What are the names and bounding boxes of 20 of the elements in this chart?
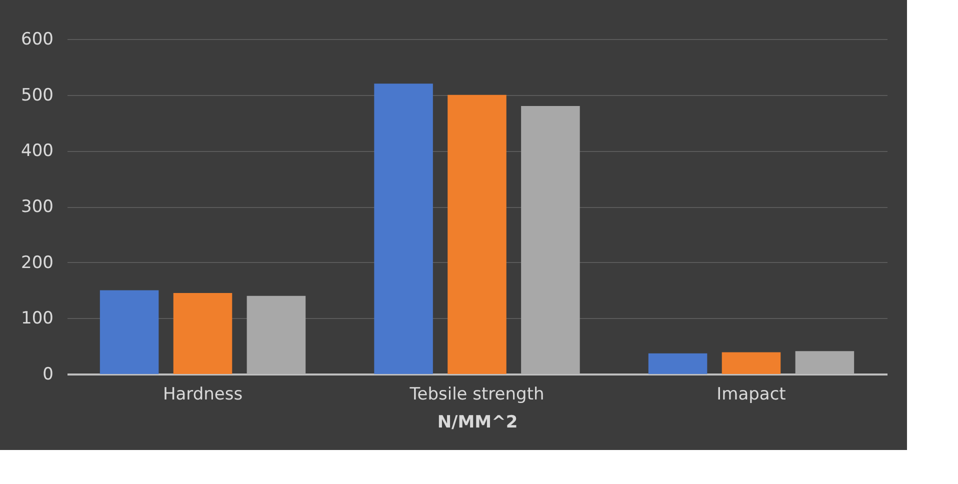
x-tick-label: Imapact: [716, 384, 786, 404]
x-tick-label: Tebsile strength: [408, 384, 544, 404]
y-tick-label: 200: [21, 252, 54, 273]
y-tick-label: 600: [21, 30, 54, 50]
bar: [374, 84, 433, 374]
bar: [648, 353, 708, 374]
x-axis-title: N/MM^2: [437, 412, 518, 432]
x-tick-label: Hardness: [162, 384, 243, 404]
bar: [100, 290, 159, 374]
bar: [448, 94, 506, 374]
bar: [246, 296, 306, 374]
bar: [521, 106, 580, 374]
bar: [722, 352, 781, 374]
y-tick-label: 100: [21, 308, 54, 329]
y-tick-label: 300: [21, 197, 54, 217]
y-tick-label: 400: [21, 141, 54, 162]
y-tick-label: 500: [21, 85, 54, 106]
y-tick-label: 0: [42, 364, 54, 384]
bar: [795, 351, 854, 374]
bar: [173, 293, 232, 374]
